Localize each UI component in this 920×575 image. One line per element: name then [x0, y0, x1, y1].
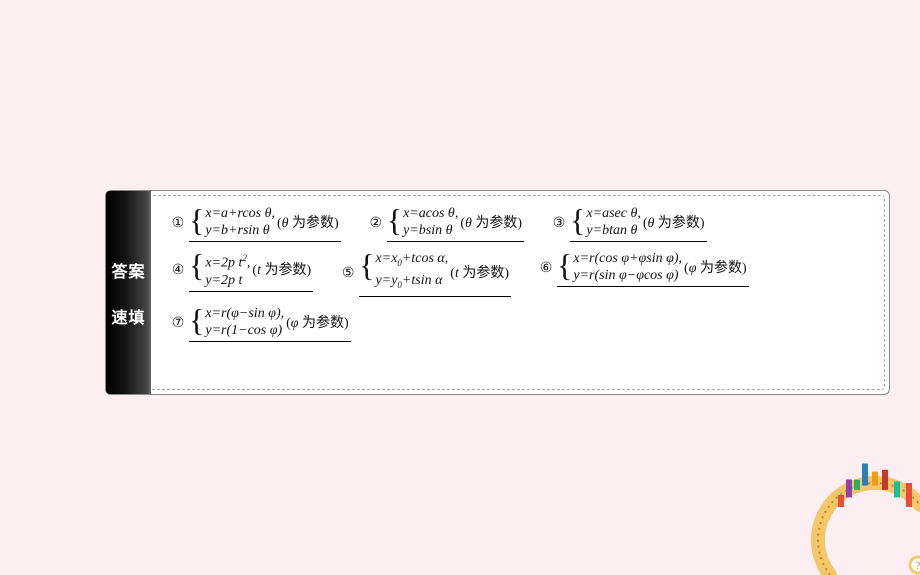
equations: x=acos θ,y=bsin θ	[403, 205, 458, 239]
equations: x=2p t2,y=2p t	[205, 250, 250, 289]
equation-line-1: x=x0+tcos α,	[376, 250, 449, 272]
equation-system: {x=x0+tcos α,y=y0+tsin α	[359, 250, 448, 294]
equation-system: {x=r(φ−sin φ),y=r(1−cos φ)	[189, 305, 284, 339]
equation-line-1: x=2p t2,	[205, 250, 250, 272]
brace-icon: {	[189, 305, 204, 339]
formula-underline: {x=2p t2,y=2p t(t 为参数)	[189, 250, 313, 292]
equation-system: {x=r(cos φ+φsin φ),y=r(sin φ−φcos φ)	[557, 250, 682, 284]
equation-line-2: y=r(1−cos φ)	[205, 322, 284, 339]
equation-line-1: x=acos θ,	[403, 205, 458, 222]
equation-line-2: y=2p t	[205, 272, 250, 289]
formula-cell: ⑦{x=r(φ−sin φ),y=r(1−cos φ)(φ 为参数)	[169, 305, 351, 342]
answer-box: 答案 速填 ①{x=a+rcos θ,y=b+rsin θ(θ 为参数)②{x=…	[105, 190, 890, 395]
item-number: ④	[169, 262, 187, 279]
equation-line-1: x=r(cos φ+φsin φ),	[573, 250, 682, 267]
brace-icon: {	[570, 205, 585, 239]
equation-line-1: x=r(φ−sin φ),	[205, 305, 284, 322]
formula-row: ⑦{x=r(φ−sin φ),y=r(1−cos φ)(φ 为参数)	[169, 305, 879, 342]
formula-cell: ①{x=a+rcos θ,y=b+rsin θ(θ 为参数)	[169, 205, 341, 242]
item-number: ③	[550, 215, 568, 232]
parameter-note: (φ 为参数)	[286, 312, 349, 332]
parameter-note: (θ 为参数)	[277, 212, 339, 232]
formula-cell: ④{x=2p t2,y=2p t(t 为参数)	[169, 250, 313, 292]
parameter-note: (t 为参数)	[450, 262, 509, 282]
brace-icon: {	[359, 250, 374, 294]
formula-underline: {x=acos θ,y=bsin θ(θ 为参数)	[387, 205, 524, 242]
formula-underline: {x=asec θ,y=btan θ(θ 为参数)	[570, 205, 707, 242]
parameter-note: (θ 为参数)	[460, 212, 522, 232]
side-tab-label-2: 速填	[111, 304, 145, 328]
equation-system: {x=a+rcos θ,y=b+rsin θ	[189, 205, 275, 239]
formula-cell: ⑤{x=x0+tcos α,y=y0+tsin α(t 为参数)	[339, 250, 511, 297]
parameter-note: (φ 为参数)	[684, 257, 747, 277]
formula-cell: ②{x=acos θ,y=bsin θ(θ 为参数)	[367, 205, 524, 242]
equation-system: {x=asec θ,y=btan θ	[570, 205, 641, 239]
brace-icon: {	[557, 250, 572, 284]
brace-icon: {	[387, 205, 402, 239]
equation-system: {x=acos θ,y=bsin θ	[387, 205, 459, 239]
equation-line-2: y=r(sin φ−φcos φ)	[573, 267, 682, 284]
item-number: ⑤	[339, 265, 357, 282]
formula-underline: {x=r(φ−sin φ),y=r(1−cos φ)(φ 为参数)	[189, 305, 351, 342]
brace-icon: {	[189, 205, 204, 239]
equation-line-2: y=y0+tsin α	[376, 272, 449, 294]
formula-underline: {x=r(cos φ+φsin φ),y=r(sin φ−φcos φ)(φ 为…	[557, 250, 749, 287]
formula-underline: {x=a+rcos θ,y=b+rsin θ(θ 为参数)	[189, 205, 341, 242]
equations: x=r(φ−sin φ),y=r(1−cos φ)	[205, 305, 284, 339]
side-tab: 答案 速填	[106, 191, 151, 394]
equation-line-2: y=bsin θ	[403, 222, 458, 239]
parameter-note: (t 为参数)	[252, 259, 311, 279]
item-number: ⑦	[169, 315, 187, 332]
equations: x=asec θ,y=btan θ	[586, 205, 640, 239]
equations: x=r(cos φ+φsin φ),y=r(sin φ−φcos φ)	[573, 250, 682, 284]
formula-cell: ③{x=asec θ,y=btan θ(θ 为参数)	[550, 205, 707, 242]
equation-line-2: y=b+rsin θ	[205, 222, 275, 239]
parameter-note: (θ 为参数)	[643, 212, 705, 232]
equation-line-1: x=asec θ,	[586, 205, 640, 222]
formula-row: ①{x=a+rcos θ,y=b+rsin θ(θ 为参数)②{x=acos θ…	[169, 205, 879, 242]
equation-line-1: x=a+rcos θ,	[205, 205, 275, 222]
corner-decoration: ?	[780, 435, 920, 575]
item-number: ⑥	[537, 260, 555, 277]
formula-row: ④{x=2p t2,y=2p t(t 为参数)⑤{x=x0+tcos α,y=y…	[169, 250, 879, 297]
equation-system: {x=2p t2,y=2p t	[189, 250, 250, 289]
formula-cell: ⑥{x=r(cos φ+φsin φ),y=r(sin φ−φcos φ)(φ …	[537, 250, 749, 287]
svg-text:?: ?	[916, 561, 920, 572]
equations: x=x0+tcos α,y=y0+tsin α	[376, 250, 449, 294]
brace-icon: {	[189, 250, 204, 289]
item-number: ①	[169, 215, 187, 232]
formula-underline: {x=x0+tcos α,y=y0+tsin α(t 为参数)	[359, 250, 511, 297]
side-tab-label-1: 答案	[111, 258, 145, 282]
answer-content: ①{x=a+rcos θ,y=b+rsin θ(θ 为参数)②{x=acos θ…	[151, 191, 889, 394]
equation-line-2: y=btan θ	[586, 222, 640, 239]
equations: x=a+rcos θ,y=b+rsin θ	[205, 205, 275, 239]
item-number: ②	[367, 215, 385, 232]
